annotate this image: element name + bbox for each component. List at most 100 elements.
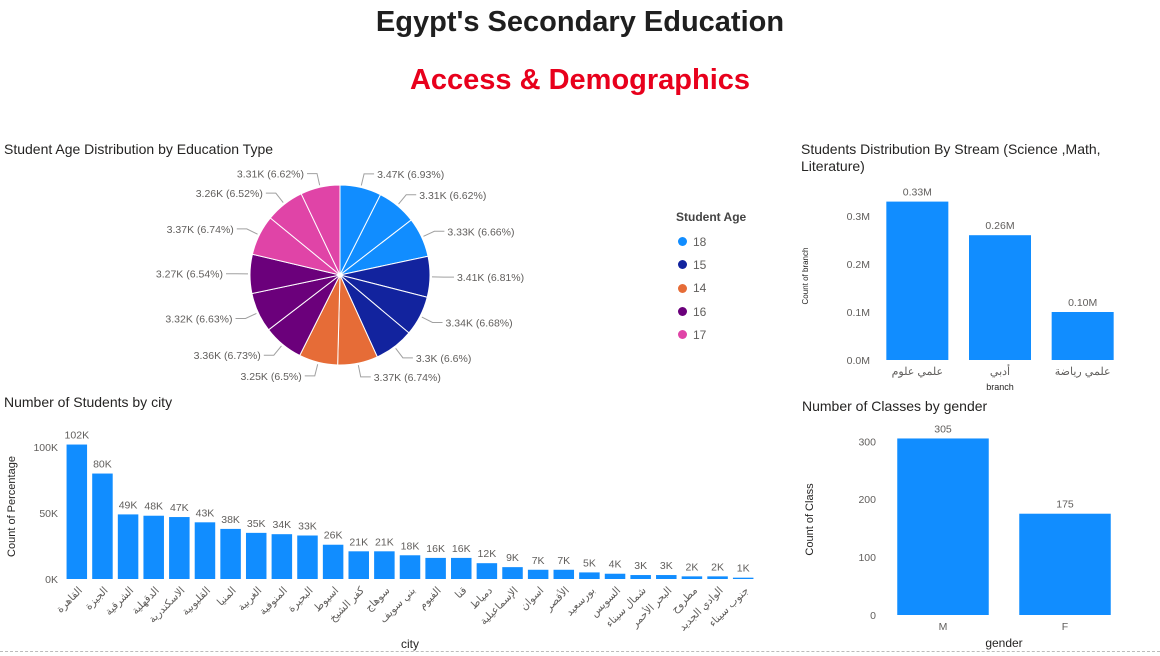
bar bbox=[425, 557, 446, 579]
y-axis-title: Count of Class bbox=[804, 483, 816, 556]
bar bbox=[399, 555, 421, 579]
bar-data-label: 7K bbox=[557, 555, 570, 567]
x-axis-title: city bbox=[401, 637, 419, 651]
pie-leader-line bbox=[357, 365, 371, 378]
legend-dot-icon bbox=[678, 237, 687, 247]
pie-leader-line bbox=[395, 347, 413, 359]
y-tick-label: 0.1M bbox=[847, 307, 870, 319]
pie-data-label: 3.25K (6.5%) bbox=[240, 371, 301, 383]
page-divider bbox=[0, 651, 1160, 652]
pie-data-label: 3.26K (6.52%) bbox=[196, 188, 263, 200]
x-tick-label: المنوفية bbox=[257, 585, 290, 618]
bar bbox=[66, 444, 88, 579]
bar-data-label: 3K bbox=[660, 560, 673, 572]
pie-data-label: 3.47K (6.93%) bbox=[377, 169, 444, 181]
legend-item[interactable]: 14 bbox=[676, 277, 746, 300]
bar-data-label: 33K bbox=[298, 521, 317, 533]
legend-label: 17 bbox=[693, 327, 707, 342]
pie-leader-line bbox=[421, 316, 443, 323]
pie-data-label: 3.31K (6.62%) bbox=[419, 190, 486, 202]
bar bbox=[502, 567, 523, 579]
bar bbox=[169, 517, 190, 579]
city-chart-title: Number of Students by city bbox=[4, 394, 173, 410]
pie-leader-line bbox=[360, 173, 375, 186]
pie-data-label: 3.27K (6.54%) bbox=[156, 269, 223, 281]
pie-leader-line bbox=[307, 173, 321, 186]
bar-data-label: 3K bbox=[634, 560, 647, 572]
bar-data-label: 48K bbox=[144, 501, 163, 513]
legend-dot-icon bbox=[678, 307, 687, 317]
bar-data-label: 5K bbox=[583, 557, 596, 569]
bar-data-label: 21K bbox=[375, 536, 394, 548]
bar-data-label: 0.10M bbox=[1068, 297, 1097, 309]
bar-data-label: 47K bbox=[170, 502, 189, 514]
x-axis-title: gender bbox=[985, 636, 1022, 650]
bar bbox=[220, 528, 241, 579]
bar bbox=[374, 551, 395, 579]
bar bbox=[271, 534, 293, 579]
gender-bar-chart: 0 100 200 300 Count of Class gender 305 M 175 F bbox=[804, 423, 1111, 650]
bar bbox=[348, 551, 369, 579]
bar-data-label: 26K bbox=[324, 530, 343, 542]
pie-leader-line bbox=[263, 345, 282, 356]
bar bbox=[527, 569, 549, 579]
pie-leader-line bbox=[236, 228, 258, 235]
bar-data-label: 80K bbox=[93, 459, 112, 471]
pie-data-label: 3.33K (6.66%) bbox=[447, 226, 514, 238]
bar bbox=[194, 522, 216, 579]
x-tick-label: قنا bbox=[453, 585, 470, 602]
legend-dot-icon bbox=[678, 260, 687, 270]
legend-dot-icon bbox=[678, 283, 687, 293]
gender-chart-title: Number of Classes by gender bbox=[802, 398, 988, 414]
y-tick-label: 100 bbox=[858, 552, 876, 564]
age-legend: Student Age 18 15 14 16 17 bbox=[676, 210, 746, 346]
bar bbox=[451, 557, 472, 579]
bar bbox=[969, 235, 1031, 360]
y-tick-label: 200 bbox=[858, 494, 876, 506]
y-tick-label: 50K bbox=[39, 508, 58, 520]
bar-data-label: 35K bbox=[247, 518, 266, 530]
bar-data-label: 4K bbox=[609, 559, 622, 571]
bar bbox=[553, 569, 575, 579]
city-bar-chart: 0K 50K 100K Count of Percentage city 102K القا… bbox=[6, 430, 754, 651]
bar-data-label: 2K bbox=[711, 561, 724, 573]
bar-data-label: 21K bbox=[349, 536, 368, 548]
bar bbox=[732, 577, 754, 579]
legend-item[interactable]: 16 bbox=[676, 300, 746, 323]
bar-data-label: 0.26M bbox=[985, 220, 1014, 232]
pie-leader-line bbox=[398, 194, 417, 205]
bar bbox=[1019, 513, 1111, 615]
stream-bar-chart: 0.0M 0.1M 0.2M 0.3M Count of branch branch 0.3… bbox=[801, 187, 1114, 392]
bar bbox=[707, 576, 728, 579]
pie-data-label: 3.31K (6.62%) bbox=[237, 169, 304, 181]
pie-data-label: 3.41K (6.81%) bbox=[457, 272, 524, 284]
y-tick-label: 0.0M bbox=[847, 355, 870, 367]
bar bbox=[322, 544, 344, 579]
pie-leader-line bbox=[423, 230, 445, 237]
bar bbox=[143, 515, 164, 579]
pie-data-label: 3.36K (6.73%) bbox=[194, 350, 261, 362]
y-tick-label: 0.2M bbox=[847, 259, 870, 271]
bar-data-label: 34K bbox=[273, 519, 292, 531]
pie-data-label: 3.3K (6.6%) bbox=[416, 353, 471, 365]
bar-data-label: 7K bbox=[532, 555, 545, 567]
x-tick-label: F bbox=[1062, 621, 1068, 633]
legend-label: 16 bbox=[693, 304, 707, 319]
x-tick-label: القليوبية bbox=[180, 585, 213, 618]
y-axis-title: Count of branch bbox=[801, 248, 810, 305]
bar bbox=[297, 535, 318, 579]
legend-item[interactable]: 17 bbox=[676, 323, 746, 346]
legend-label: 18 bbox=[693, 234, 707, 249]
y-tick-label: 0K bbox=[45, 574, 58, 586]
bar-data-label: 9K bbox=[506, 552, 519, 564]
bar-data-label: 2K bbox=[686, 561, 699, 573]
x-tick-label: القاهرة bbox=[54, 585, 85, 616]
x-tick-label: علمي رياضة bbox=[1055, 366, 1111, 378]
age-legend-title: Student Age bbox=[676, 210, 747, 224]
age-pie-chart: 3.47K (6.93%) 3.31K (6.62%) 3.33K (6.66%) 3… bbox=[156, 169, 524, 384]
legend-item[interactable]: 15 bbox=[676, 253, 746, 276]
legend-label: 15 bbox=[693, 257, 707, 272]
bar bbox=[476, 563, 498, 579]
legend-item[interactable]: 18 bbox=[676, 230, 746, 253]
pie-slice bbox=[300, 184, 341, 276]
